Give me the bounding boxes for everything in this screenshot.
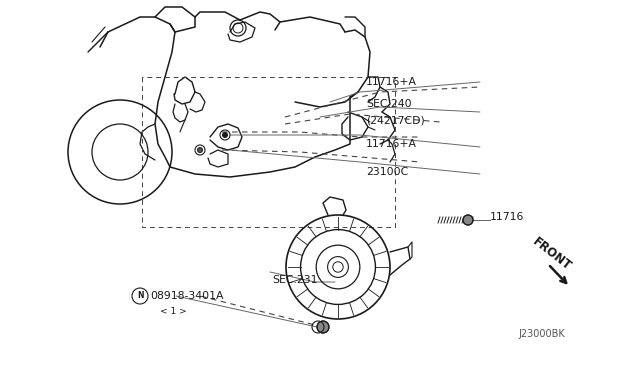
- Text: 11716+A: 11716+A: [366, 77, 417, 87]
- Text: (24217CD): (24217CD): [366, 115, 425, 125]
- Circle shape: [223, 132, 227, 138]
- Text: 23100C: 23100C: [366, 167, 408, 177]
- Text: N: N: [137, 292, 143, 301]
- Text: < 1 >: < 1 >: [160, 308, 187, 317]
- Text: 11716: 11716: [490, 212, 524, 222]
- Text: 08918-3401A: 08918-3401A: [150, 291, 223, 301]
- Text: 11716+A: 11716+A: [366, 139, 417, 149]
- Text: SEC.240: SEC.240: [366, 99, 412, 109]
- Circle shape: [317, 321, 329, 333]
- Circle shape: [198, 148, 202, 153]
- Circle shape: [463, 215, 473, 225]
- Text: SEC.231: SEC.231: [272, 275, 317, 285]
- Text: J23000BK: J23000BK: [518, 329, 564, 339]
- Text: FRONT: FRONT: [530, 235, 573, 273]
